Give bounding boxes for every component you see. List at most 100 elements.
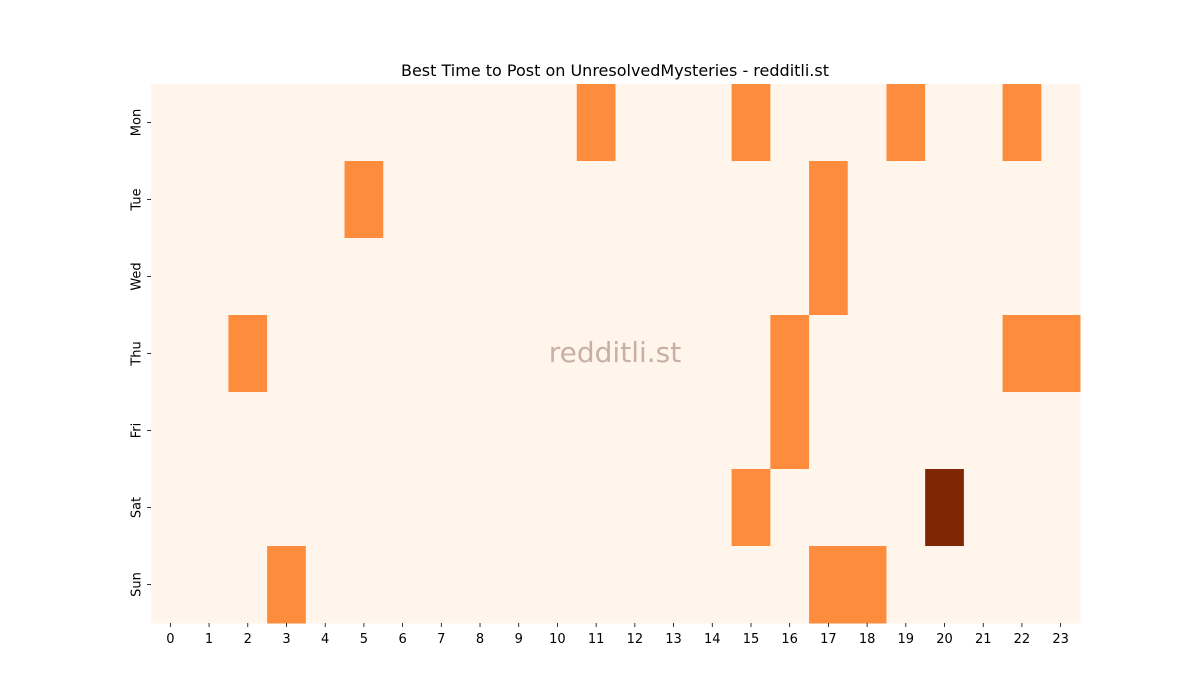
heatmap-cell-thu-9: [499, 315, 539, 393]
heatmap-cell-mon-17: [809, 84, 849, 162]
heatmap-cell-fri-1: [189, 392, 229, 470]
heatmap-cell-sat-5: [344, 469, 384, 547]
x-tick-label: 19: [898, 632, 915, 647]
heatmap-cell-fri-15: [731, 392, 771, 470]
heatmap-cell-mon-12: [615, 84, 655, 162]
heatmap-cell-sun-14: [692, 546, 733, 624]
x-tick-label: 16: [781, 632, 798, 647]
heatmap-cell-fri-3: [267, 392, 307, 470]
heatmap-cell-sun-2: [228, 546, 268, 624]
x-tick-label: 3: [282, 632, 290, 647]
heatmap-cell-wed-21: [963, 238, 1004, 316]
x-axis-ticks: 0 1 2 3 4 5 6 7 8 9 10 11 12 13 14 15 16 17 18 19 20 21 22 23: [166, 623, 1069, 647]
heatmap-cell-tue-2: [228, 161, 268, 239]
heatmap-cell-mon-16: [770, 84, 810, 162]
heatmap-cell-thu-22: [1002, 315, 1042, 393]
heatmap-cell-tue-16: [770, 161, 810, 239]
heatmap-cell-thu-2: [228, 315, 268, 393]
heatmap-cell-fri-11: [576, 392, 616, 470]
heatmap-cell-thu-6: [383, 315, 423, 393]
heatmap-cell-fri-12: [615, 392, 655, 470]
heatmap-cell-fri-0: [151, 392, 191, 470]
heatmap-cell-mon-7: [421, 84, 462, 162]
heatmap-cell-sun-12: [615, 546, 655, 624]
heatmap-cell-fri-14: [692, 392, 733, 470]
heatmap-cell-thu-11: [576, 315, 616, 393]
heatmap-cell-wed-1: [189, 238, 229, 316]
y-tick-label: Wed: [130, 262, 145, 290]
heatmap-cell-sun-7: [421, 546, 462, 624]
heatmap-cell-fri-20: [925, 392, 965, 470]
x-tick-label: 22: [1014, 632, 1031, 647]
heatmap-cell-sun-20: [925, 546, 965, 624]
heatmap-cell-thu-14: [692, 315, 733, 393]
heatmap-cell-tue-1: [189, 161, 229, 239]
heatmap-cell-sun-16: [770, 546, 810, 624]
y-tick-label: Mon: [130, 109, 145, 136]
heatmap-cell-sat-2: [228, 469, 268, 547]
heatmap-cell-wed-5: [344, 238, 384, 316]
heatmap-cell-fri-5: [344, 392, 384, 470]
heatmap-cell-thu-5: [344, 315, 384, 393]
heatmap-cell-sun-6: [383, 546, 423, 624]
heatmap-cell-tue-6: [383, 161, 423, 239]
heatmap-cell-thu-19: [886, 315, 926, 393]
heatmap-cell-fri-19: [886, 392, 926, 470]
chart-title: Best Time to Post on UnresolvedMysteries…: [401, 61, 829, 80]
heatmap-cell-sat-3: [267, 469, 307, 547]
heatmap-cell-fri-8: [460, 392, 500, 470]
x-tick-label: 13: [665, 632, 682, 647]
heatmap-cell-tue-19: [886, 161, 926, 239]
heatmap-cell-sun-0: [151, 546, 191, 624]
heatmap-cell-fri-7: [421, 392, 462, 470]
heatmap-cell-wed-6: [383, 238, 423, 316]
heatmap-cell-sat-21: [963, 469, 1004, 547]
heatmap-cell-thu-17: [809, 315, 849, 393]
heatmap-cell-tue-8: [460, 161, 500, 239]
heatmap-cell-fri-18: [847, 392, 887, 470]
heatmap-cell-mon-18: [847, 84, 887, 162]
heatmap-cell-tue-17: [809, 161, 849, 239]
heatmap-cell-tue-14: [692, 161, 733, 239]
heatmap-cell-tue-4: [305, 161, 346, 239]
x-tick-label: 8: [476, 632, 484, 647]
heatmap-cell-sat-15: [731, 469, 771, 547]
heatmap-cell-tue-9: [499, 161, 539, 239]
heatmap-cell-thu-15: [731, 315, 771, 393]
heatmap-cell-wed-20: [925, 238, 965, 316]
x-tick-label: 18: [859, 632, 876, 647]
heatmap-cell-mon-1: [189, 84, 229, 162]
heatmap-cell-wed-7: [421, 238, 462, 316]
heatmap-cell-thu-7: [421, 315, 462, 393]
heatmap-cell-sat-20: [925, 469, 965, 547]
y-tick-label: Tue: [130, 188, 145, 211]
heatmap-cell-mon-19: [886, 84, 926, 162]
x-tick-label: 23: [1052, 632, 1069, 647]
x-tick-label: 0: [166, 632, 174, 647]
heatmap-cell-wed-18: [847, 238, 887, 316]
heatmap-cell-sat-23: [1041, 469, 1081, 547]
heatmap-cell-mon-0: [151, 84, 191, 162]
heatmap-cell-wed-9: [499, 238, 539, 316]
heatmap-cell-mon-14: [692, 84, 733, 162]
heatmap-cell-sat-16: [770, 469, 810, 547]
heatmap-cell-sun-8: [460, 546, 500, 624]
x-tick-label: 14: [704, 632, 721, 647]
heatmap-cell-mon-20: [925, 84, 965, 162]
y-tick-label: Sun: [130, 572, 145, 597]
x-tick-label: 7: [437, 632, 445, 647]
heatmap-cell-wed-19: [886, 238, 926, 316]
heatmap-cell-thu-8: [460, 315, 500, 393]
heatmap-cell-tue-21: [963, 161, 1004, 239]
heatmap-cell-wed-8: [460, 238, 500, 316]
heatmap-cell-mon-21: [963, 84, 1004, 162]
heatmap-cell-sat-1: [189, 469, 229, 547]
heatmap-cell-tue-3: [267, 161, 307, 239]
heatmap-cells: [151, 84, 1081, 624]
x-tick-label: 6: [398, 632, 406, 647]
heatmap-cell-wed-14: [692, 238, 733, 316]
heatmap-cell-sun-15: [731, 546, 771, 624]
heatmap-cell-wed-12: [615, 238, 655, 316]
heatmap-cell-sat-12: [615, 469, 655, 547]
heatmap-cell-mon-23: [1041, 84, 1081, 162]
